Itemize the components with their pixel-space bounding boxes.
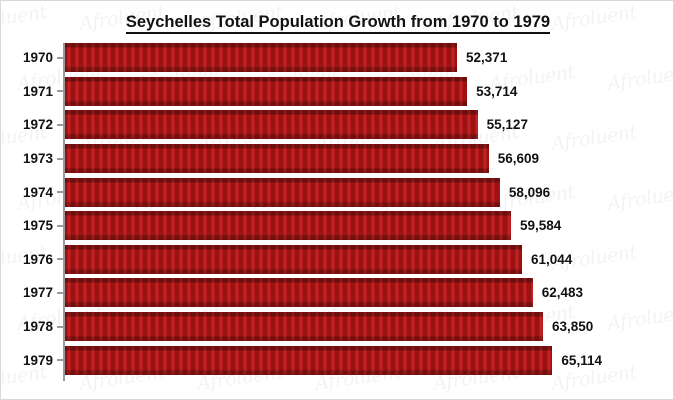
chart-title-text: Seychelles Total Population Growth from …: [125, 13, 551, 34]
axis-tick: [57, 258, 64, 261]
bar-row: 1975 59,584: [1, 209, 673, 243]
bar-1974[interactable]: [65, 177, 500, 207]
bar-wrapper: [65, 177, 500, 207]
bar-1978[interactable]: [65, 312, 543, 342]
bar-1977[interactable]: [65, 278, 533, 308]
bar-row: 1974 58,096: [1, 175, 673, 209]
value-label-1972: 55,127: [486, 117, 528, 133]
value-label-1970: 52,371: [466, 50, 508, 66]
bar-row: 1971 53,714: [1, 75, 673, 109]
bar-wrapper: [65, 244, 522, 275]
bar-wrapper: [65, 144, 489, 174]
category-label-1970: 1970: [22, 50, 53, 66]
category-label-1977: 1977: [22, 285, 53, 301]
category-label-1974: 1974: [22, 184, 53, 200]
axis-tick: [57, 56, 64, 59]
y-axis-line: [63, 43, 65, 381]
bar-row: 1979 65,114: [1, 343, 673, 377]
value-label-1978: 63,850: [551, 319, 594, 335]
bar-rows: 1970 52,371 1971 53,714 1972 55,127 1973 56,609…: [1, 41, 673, 377]
bar-wrapper: [65, 278, 533, 308]
bar-row: 1972 55,127: [1, 108, 673, 142]
category-label-1971: 1971: [22, 83, 53, 99]
bar-wrapper: [65, 76, 468, 107]
axis-tick: [57, 291, 64, 294]
value-label-1971: 53,714: [476, 83, 518, 99]
axis-tick: [57, 359, 64, 362]
category-label-1976: 1976: [22, 251, 53, 267]
bar-1972[interactable]: [65, 110, 478, 140]
bar-wrapper: [65, 312, 543, 342]
value-label-1976: 61,044: [530, 251, 573, 267]
bar-1970[interactable]: [65, 43, 458, 73]
category-label-1975: 1975: [22, 218, 53, 234]
bar-1973[interactable]: [65, 144, 489, 174]
bar-row: 1977 62,483: [1, 276, 673, 310]
bar-wrapper: [65, 345, 553, 375]
bar-1979[interactable]: [65, 345, 553, 375]
axis-tick: [57, 123, 64, 126]
value-label-1973: 56,609: [497, 151, 540, 167]
category-label-1978: 1978: [22, 319, 53, 335]
bar-row: 1976 61,044: [1, 243, 673, 277]
bar-row: 1978 63,850: [1, 310, 673, 344]
axis-tick: [57, 224, 64, 227]
axis-tick: [57, 191, 64, 194]
axis-tick: [57, 325, 64, 328]
value-label-1977: 62,483: [541, 285, 584, 301]
axis-tick: [57, 90, 64, 93]
bar-wrapper: [65, 110, 478, 140]
category-label-1972: 1972: [22, 117, 53, 133]
bar-1976[interactable]: [65, 244, 522, 274]
value-label-1979: 65,114: [561, 352, 602, 368]
bar-row: 1973 56,609: [1, 142, 673, 176]
category-label-1979: 1979: [22, 352, 53, 368]
plot-area: 1970 52,371 1971 53,714 1972 55,127 1973 56,609…: [1, 41, 673, 386]
value-label-1975: 59,584: [520, 218, 562, 234]
bar-1975[interactable]: [65, 211, 512, 241]
chart-title: Seychelles Total Population Growth from …: [1, 13, 673, 34]
bar-wrapper: [65, 211, 512, 241]
value-label-1974: 58,096: [508, 184, 551, 200]
axis-tick: [57, 157, 64, 160]
bar-wrapper: [65, 43, 458, 73]
bar-row: 1970 52,371: [1, 41, 673, 75]
category-label-1973: 1973: [22, 151, 53, 167]
bar-1971[interactable]: [65, 76, 468, 106]
